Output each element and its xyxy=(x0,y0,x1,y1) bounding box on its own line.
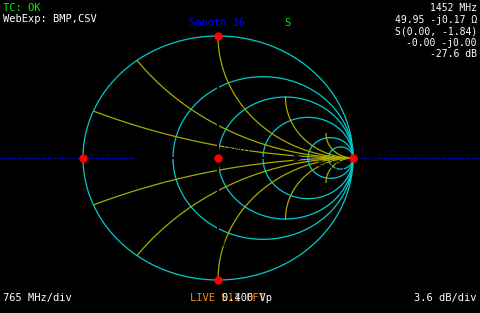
Text: WebExp: BMP,CSV: WebExp: BMP,CSV xyxy=(3,14,97,24)
Text: 3.6 dB/div: 3.6 dB/div xyxy=(415,293,477,303)
Text: 765 MHz/div: 765 MHz/div xyxy=(3,293,72,303)
Text: Γ=0: Γ=0 xyxy=(222,154,240,164)
Text: Γ=1: Γ=1 xyxy=(357,151,374,161)
Text: S: S xyxy=(284,18,290,28)
Text: (open): (open) xyxy=(357,157,392,167)
Text: Im(Γ): Im(Γ) xyxy=(221,238,251,248)
Text: Γ=-j: Γ=-j xyxy=(206,42,230,52)
Text: Γ=-1: Γ=-1 xyxy=(56,151,79,161)
Text: 1452 MHz
49.95 -j0.17 Ω
S(0.00, -1.84)
-0.00 -j0.00
-27.6 dB: 1452 MHz 49.95 -j0.17 Ω S(0.00, -1.84) -… xyxy=(395,3,477,59)
Text: (short): (short) xyxy=(38,157,79,167)
Text: Smooth 16: Smooth 16 xyxy=(189,18,245,28)
Text: (50Ω): (50Ω) xyxy=(222,145,252,155)
Text: TC: OK: TC: OK xyxy=(3,3,40,13)
Text: 0.400 Vp: 0.400 Vp xyxy=(222,293,272,303)
Text: LIVE S11 FFT: LIVE S11 FFT xyxy=(190,293,265,303)
Text: Γ=-j: Γ=-j xyxy=(206,264,230,274)
Text: Re(Γ): Re(Γ) xyxy=(317,160,347,170)
